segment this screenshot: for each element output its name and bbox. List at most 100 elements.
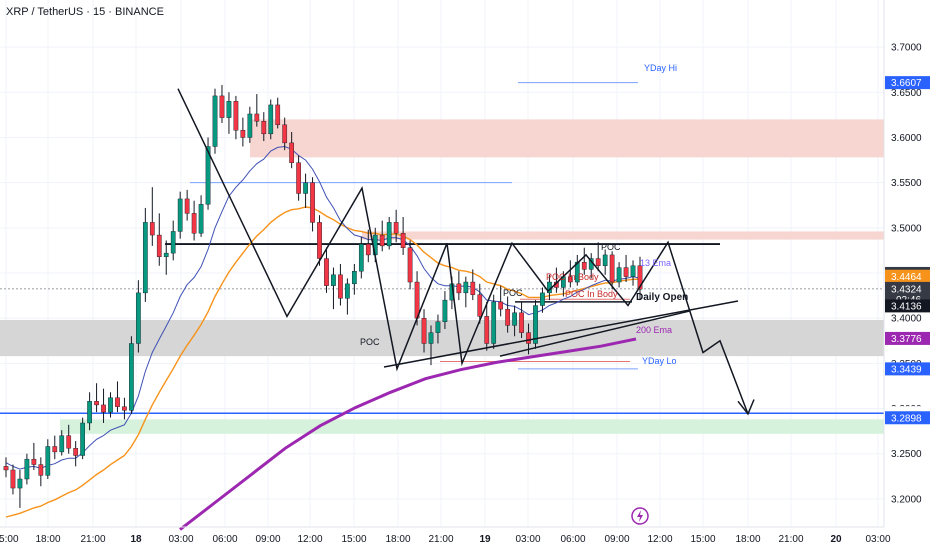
annotations: YDay Hi YDay Lo Daily Open 13 Ema 200 Em…: [360, 63, 688, 366]
price-badge-6: [885, 362, 930, 376]
candle-body-43: [303, 182, 308, 194]
candle-body-37: [261, 120, 267, 135]
ema-slow-line: [5, 206, 640, 518]
candle-body-18: [129, 343, 134, 411]
candle-body-36: [254, 113, 260, 122]
replay-icon[interactable]: [631, 507, 649, 525]
time-tick-10: 21:00: [428, 534, 453, 545]
time-tick-19: 20: [830, 534, 842, 545]
ema-13-label: 13 Ema: [640, 258, 671, 268]
zone-0: [250, 119, 884, 158]
candle-body-91: [637, 265, 643, 290]
price-axis[interactable]: 3.70003.65003.60003.55003.50003.45003.40…: [883, 0, 932, 550]
horizontal-levels: [0, 82, 884, 414]
poc-label-left: POC: [360, 337, 380, 347]
candle-body-28: [198, 204, 204, 234]
price-badge-5: [885, 331, 930, 345]
candle-body-13: [94, 401, 99, 406]
candle-body-76: [533, 305, 538, 344]
time-tick-20: 03:00: [865, 534, 890, 545]
candle-body-90: [630, 265, 636, 277]
time-tick-9: 18:00: [385, 534, 410, 545]
time-axis[interactable]: 15:00 18:00 21:00 18 03:00 06:00 09:00 12:00 15:…: [0, 526, 891, 545]
candle-body-31: [219, 95, 225, 118]
candle-body-26: [184, 198, 190, 214]
candle-body-4: [31, 458, 37, 465]
candle-body-70: [491, 301, 497, 344]
candle-body-34: [240, 130, 246, 138]
time-tick-18: 21:00: [778, 534, 803, 545]
candle-body-85: [595, 258, 601, 266]
candle-body-69: [484, 316, 490, 344]
time-tick-1: 18:00: [35, 534, 60, 545]
candle-body-24: [170, 231, 176, 254]
candle-body-15: [108, 397, 113, 413]
candle-body-66: [463, 281, 469, 294]
time-tick-14: 09:00: [604, 534, 629, 545]
candle-body-35: [247, 113, 253, 138]
candle-body-39: [275, 104, 281, 126]
candle-body-10: [73, 448, 79, 456]
pattern-zigzag: [177, 88, 749, 415]
candle-body-19: [136, 292, 141, 344]
candle-body-58: [407, 247, 413, 283]
candle-body-61: [428, 332, 434, 344]
pattern-trendline-lower: [383, 300, 739, 368]
time-tick-11: 19: [479, 534, 491, 545]
candle-body-46: [324, 258, 329, 286]
candle-body-16: [115, 397, 120, 407]
candle-body-62: [435, 321, 441, 333]
price-badge-text-0: 3.6607: [891, 78, 922, 89]
price-badge-8: [885, 411, 930, 425]
price-tick-2: 3.6000: [891, 133, 922, 144]
candle-body-5: [38, 464, 44, 476]
candle-body-1: [10, 469, 16, 489]
price-badge-text-4: 3.4136: [891, 301, 922, 312]
candle-body-27: [191, 213, 197, 234]
candle-body-49: [345, 283, 350, 299]
candle-body-56: [393, 222, 399, 234]
poc-in-body-label: POC In Body: [565, 289, 618, 299]
zone-2: [0, 319, 884, 357]
candle-body-0: [3, 466, 9, 471]
candle-body-87: [609, 254, 615, 283]
candle-body-45: [317, 222, 322, 259]
chart-title: XRP / TetherUS · 15 · BINANCE: [6, 6, 164, 18]
time-tick-2: 21:00: [80, 534, 105, 545]
yday-hi-label: YDay Hi: [644, 63, 677, 73]
price-badge-text-8: 3.2898: [891, 413, 922, 424]
candle-body-33: [233, 101, 239, 131]
candle-body-41: [289, 142, 295, 163]
candle-body-55: [386, 222, 392, 247]
candle-body-42: [296, 162, 301, 194]
daily-open-label: Daily Open: [636, 292, 688, 303]
candle-body-22: [156, 234, 162, 257]
time-tick-17: 18:00: [735, 534, 760, 545]
candle-body-60: [421, 317, 427, 344]
candle-body-75: [526, 332, 531, 344]
candle-body-44: [310, 182, 315, 223]
price-badge-text-2: 3.4464: [891, 272, 922, 283]
time-tick-5: 06:00: [212, 534, 237, 545]
price-tick-0: 3.7000: [891, 43, 922, 54]
time-tick-15: 12:00: [647, 534, 672, 545]
candle-body-77: [540, 292, 545, 306]
candle-body-6: [45, 446, 51, 476]
candle-body-65: [456, 283, 462, 294]
candle-body-40: [282, 124, 288, 144]
candle-body-67: [470, 281, 476, 295]
candle-body-89: [623, 267, 629, 277]
candle-body-17: [122, 406, 127, 411]
candle-body-63: [442, 299, 448, 322]
price-badge-0: [885, 76, 930, 90]
price-badge-text-3: 3.4324: [891, 284, 922, 295]
candle-body-20: [142, 222, 148, 294]
time-tick-3: 18: [130, 534, 142, 545]
time-tick-0: 15:00: [0, 534, 19, 545]
candle-body-7: [52, 446, 58, 453]
candle-body-8: [59, 435, 65, 453]
time-tick-16: 15:00: [690, 534, 715, 545]
price-badge-2: [885, 269, 930, 283]
candle-body-25: [177, 198, 183, 232]
